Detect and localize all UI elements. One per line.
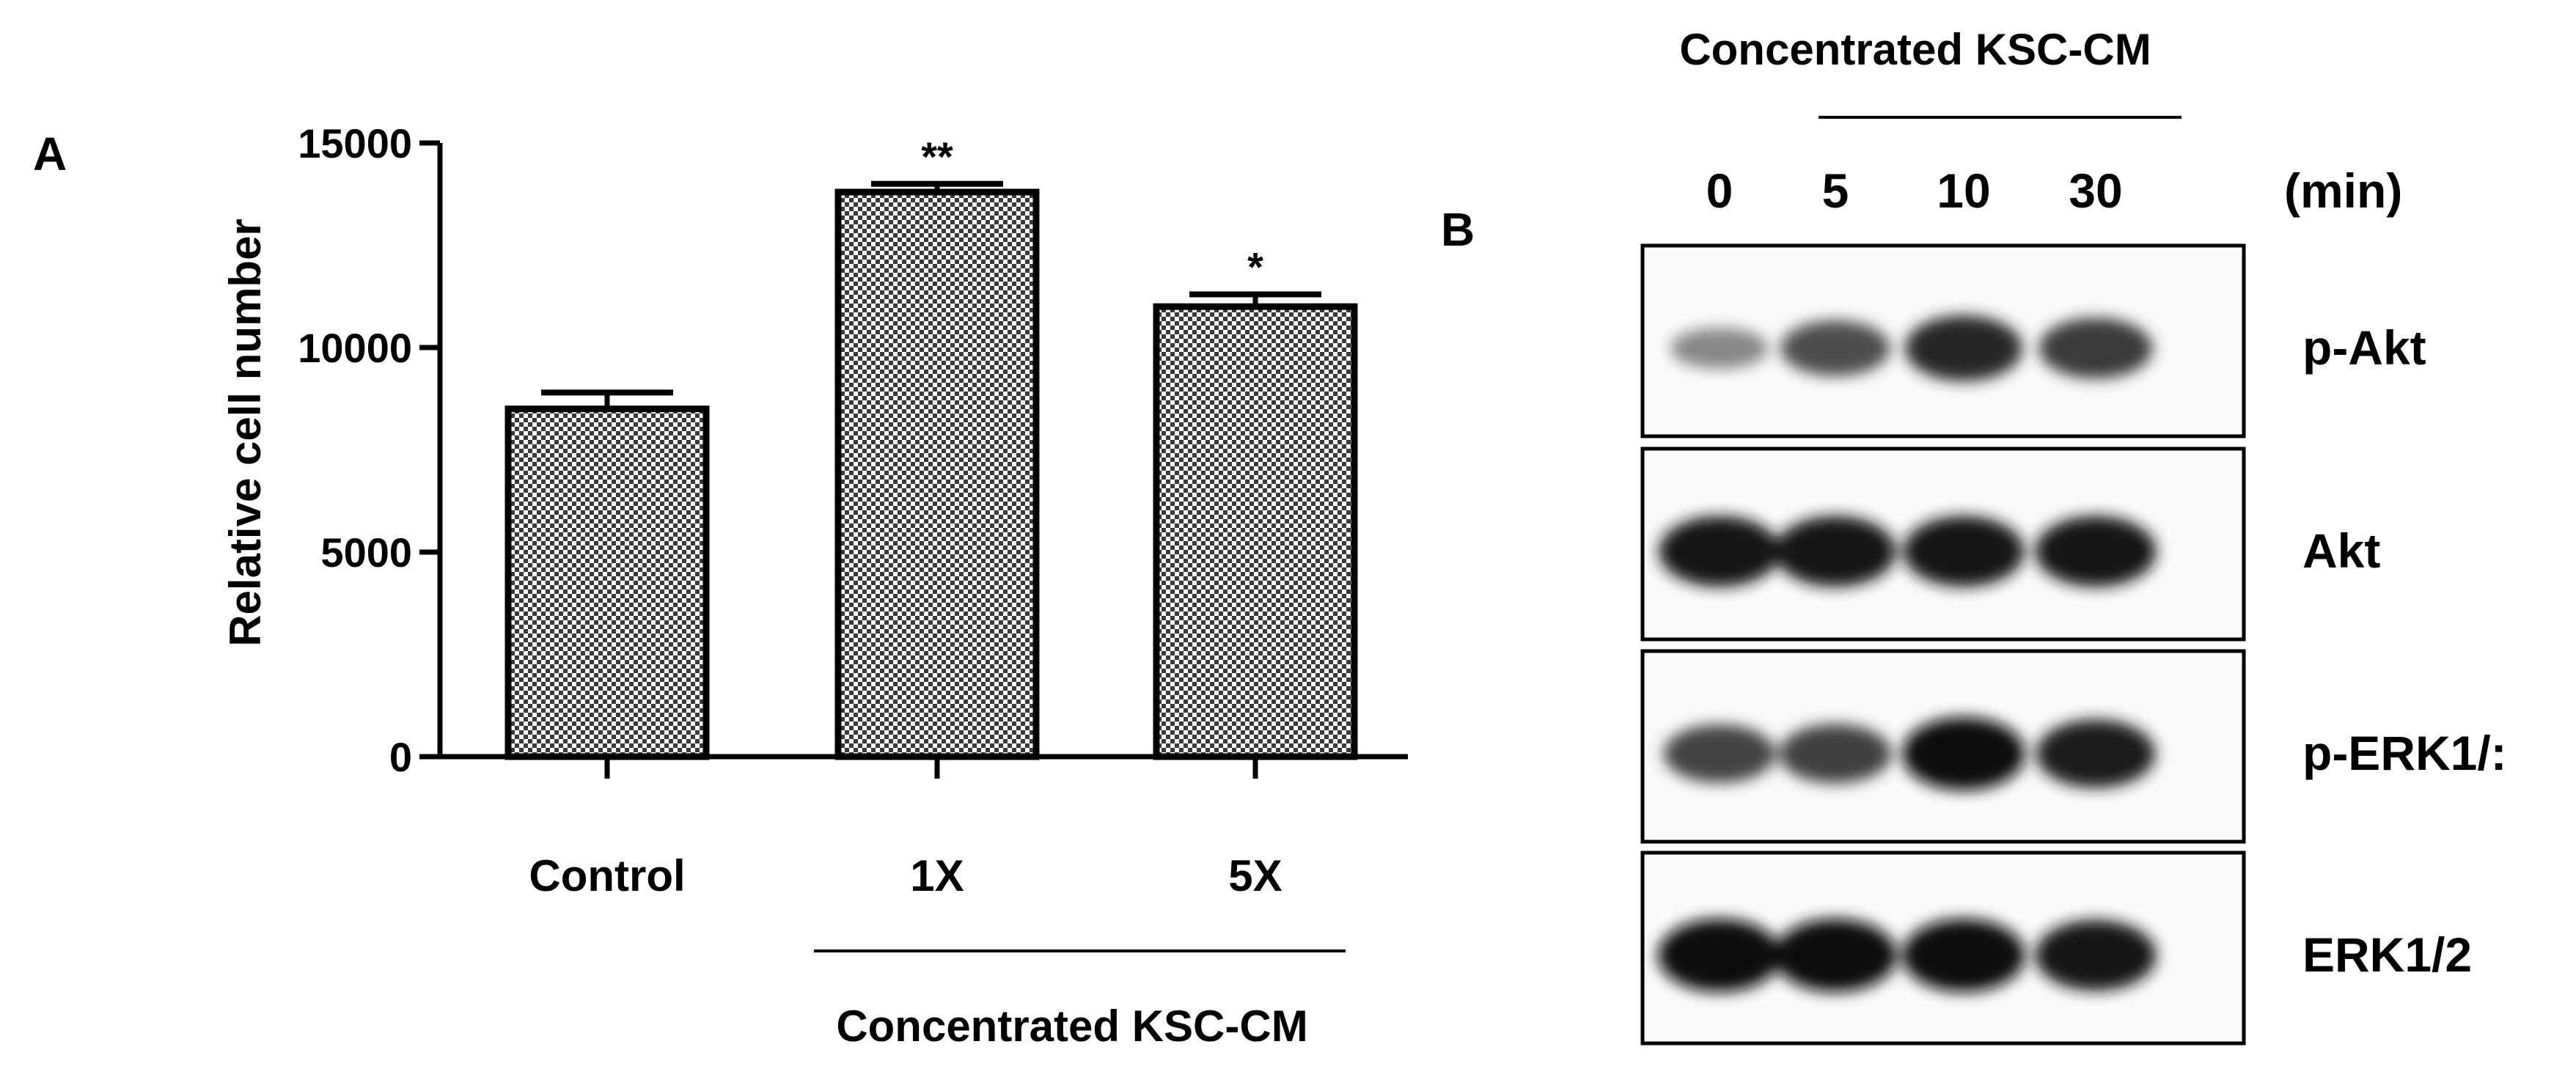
- lane-label: 30: [2069, 164, 2122, 218]
- blot-row: p-ERK1/:: [1640, 649, 2507, 844]
- x-category-labels: Control 1X 5X: [529, 851, 1282, 900]
- lane-label: 0: [1706, 164, 1733, 218]
- blot-band: [2035, 515, 2157, 587]
- blot-band: [1904, 315, 2023, 381]
- x-category-label: Control: [529, 851, 685, 900]
- blot-band: [2039, 317, 2153, 379]
- error-bars: [541, 180, 1321, 409]
- x-category-label: 1X: [910, 851, 964, 900]
- group-label-b: Concentrated KSC-CM: [1679, 25, 2151, 74]
- panel-b-label: B: [1441, 203, 1475, 256]
- blot-band: [1658, 919, 1781, 992]
- significance-marks: ***: [921, 133, 1263, 290]
- significance-mark: **: [921, 133, 953, 180]
- y-axis-label: Relative cell number: [221, 218, 270, 647]
- blot-band: [1902, 717, 2025, 790]
- blot-band: [1902, 919, 2025, 992]
- blot-row-label: Akt: [2302, 524, 2380, 578]
- lane-label: 10: [1937, 164, 1990, 218]
- blot-row: p-Akt: [1640, 243, 2426, 438]
- unit-label: (min): [2284, 164, 2402, 218]
- blot-band: [2035, 919, 2157, 991]
- x-ticks: [604, 757, 1258, 779]
- blot-band: [1774, 919, 1897, 992]
- blot-panels: p-Akt Akt p-ERK1/: ERK1/2: [1640, 243, 2507, 1046]
- blot-row-label: p-Akt: [2302, 320, 2426, 375]
- blot-band: [2036, 719, 2156, 788]
- blot-band: [1663, 724, 1776, 783]
- blot-band: [1779, 724, 1892, 784]
- blot-row: ERK1/2: [1640, 851, 2472, 1046]
- band-group: [1670, 315, 2153, 381]
- y-ticks: 0 5000 10000 15000: [298, 120, 440, 780]
- blot-row-label: p-ERK1/:: [2302, 726, 2507, 780]
- blot-band: [1659, 515, 1780, 587]
- blot-row-label: ERK1/2: [2302, 927, 2472, 982]
- x-category-label: 5X: [1228, 851, 1282, 900]
- blot-band: [1670, 328, 1769, 369]
- band-group: [1658, 919, 2157, 992]
- blot-row: Akt: [1640, 447, 2380, 642]
- lane-label: 5: [1822, 164, 1849, 218]
- blot-band: [1775, 515, 1896, 587]
- y-tick-label: 0: [389, 734, 412, 780]
- band-group: [1659, 515, 2157, 587]
- blot-band: [1780, 320, 1890, 377]
- bar-1x: [834, 188, 1040, 760]
- significance-mark: *: [1247, 243, 1263, 290]
- bars: [504, 188, 1358, 760]
- y-tick-label: 5000: [320, 529, 412, 576]
- bar-control: [504, 405, 710, 760]
- group-label-a: Concentrated KSC-CM: [836, 1002, 1307, 1051]
- bar-5x: [1153, 303, 1358, 760]
- lane-labels: 0 5 10 30: [1706, 164, 2123, 218]
- panel-a-label: A: [33, 128, 67, 180]
- y-tick-label: 15000: [298, 120, 412, 166]
- blot-band: [1903, 515, 2025, 587]
- band-group: [1663, 717, 2156, 790]
- y-tick-label: 10000: [298, 325, 412, 371]
